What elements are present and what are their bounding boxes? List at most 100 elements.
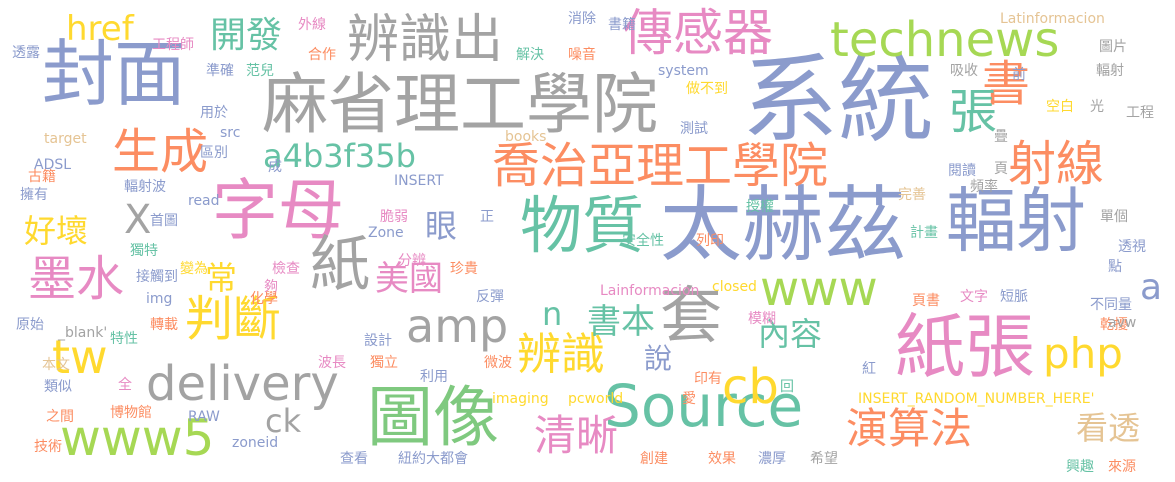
cloud-word: a [1140,267,1163,308]
cloud-word: 區別 [200,145,228,161]
cloud-word: Source [604,372,804,440]
cloud-word: 擁有 [20,187,48,203]
cloud-word: 脆弱 [380,209,408,225]
cloud-word: n [542,295,563,333]
cloud-word: ADSL [34,157,72,173]
cloud-word: 輻射 [1096,63,1124,79]
cloud-word: 字母 [212,172,344,249]
cloud-word: 微波 [484,355,512,371]
cloud-word: ck [265,402,302,440]
cloud-word: 全 [118,377,132,393]
cloud-word: 回 [780,379,794,395]
cloud-word: 正 [480,209,494,225]
cloud-word: 頁書 [912,293,940,309]
cloud-word: 首圖 [150,213,178,229]
cloud-word: 張 [949,84,998,140]
cloud-word: 清晰 [534,411,619,460]
cloud-word: 反彈 [476,289,504,305]
cloud-word: tw [52,330,108,384]
cloud-word: 原始 [16,317,44,333]
cloud-word: closed [712,279,757,295]
cloud-word: 變為 [180,261,208,277]
cloud-word: 檢查 [272,261,300,277]
cloud-word: 傳感器 [623,4,773,62]
cloud-word: src [220,125,241,141]
cloud-word: Latinformacion [1000,11,1105,27]
cloud-word: Zone [368,225,404,241]
cloud-word: zoneid [232,435,279,451]
cloud-word: 工程 [1126,105,1154,121]
cloud-word: 系統 [742,44,934,156]
cloud-word: 濃厚 [758,451,786,467]
cloud-word: 成 [268,159,282,175]
cloud-word: 內容 [758,315,823,353]
cloud-word: 辨識 [517,329,605,380]
cloud-word: 書 [982,56,1031,112]
cloud-word: 查看 [340,451,368,467]
cloud-word: 演算法 [846,404,973,453]
cloud-word: 單個 [1100,209,1128,225]
cloud-word: target [44,131,87,147]
cloud-word: 頻率 [970,179,998,195]
cloud-word: 技術 [34,439,62,455]
cloud-word: www [760,261,878,317]
cloud-word: read [188,193,220,209]
cloud-word: 美國 [375,259,443,299]
cloud-word: 之間 [46,409,74,425]
cloud-word: 喬治亞理工學院 [492,138,829,194]
cloud-word: 噪音 [568,47,596,63]
cloud-word: 工程師 [152,37,194,53]
cloud-word: 模糊 [748,311,776,327]
cloud-word: 判斷 [185,291,282,347]
cloud-word: 空白 [1046,99,1074,115]
cloud-word: INSERT [394,173,444,189]
cloud-word: 閱讀 [948,163,976,179]
cloud-word: 紙 [310,230,370,300]
cloud-word: 吸收 [950,63,978,79]
cloud-word: system [658,63,709,79]
cloud-word: 輻射 [946,180,1086,262]
cloud-word: 轉載 [150,317,178,333]
cloud-word: 珍貴 [450,261,478,277]
cloud-word: 說 [644,342,673,375]
cloud-word: 疊 [994,129,1008,145]
cloud-word: 頁 [994,161,1008,177]
cloud-word: 做不到 [686,81,728,97]
cloud-word: 來源 [1108,459,1136,475]
cloud-word: 古籍 [28,169,56,185]
cloud-word: 麻省理工學院 [262,66,658,143]
cloud-word: php [1043,329,1123,378]
cloud-word: 開發 [210,15,283,56]
cloud-word: 墨水 [28,251,125,307]
cloud-word: Lainformacion [600,283,700,299]
cloud-word: 化學 [250,291,278,307]
cloud-word: 書本 [587,302,655,342]
cloud-word: 解決 [516,47,544,63]
cloud-word: 眼 [425,207,458,245]
cloud-word: 乾擾 [1100,317,1128,333]
cloud-word: amp [406,299,509,353]
cloud-word: 列印 [696,233,724,249]
cloud-word: 圖片 [1099,39,1127,55]
cloud-word: 射線 [1008,136,1105,192]
cloud-word: 分辨 [398,253,426,269]
cloud-word: technews [830,12,1060,68]
cloud-word: 接觸到 [136,269,178,285]
cloud-word: X [124,197,152,243]
cloud-word: href [66,9,134,49]
cloud-word: 物質 [520,189,645,262]
cloud-word: 范兒 [246,63,274,79]
cloud-word: 創建 [640,451,668,467]
cloud-word: RAW [188,409,220,425]
cloud-word: 完善 [898,187,926,203]
cloud-word: 點 [1108,259,1122,275]
cloud-word: 生成 [112,124,209,180]
cloud-word: 書籍 [608,17,636,33]
cloud-word: 常 [205,259,238,297]
cloud-word: 不同量 [1090,297,1132,313]
cloud-word: avw [1108,315,1137,331]
cloud-word: 紐約大都會 [398,451,468,467]
cloud-word: 輻射波 [124,179,166,195]
cloud-word: 短脈 [1000,289,1028,305]
cloud-word: 興趣 [1066,459,1094,475]
